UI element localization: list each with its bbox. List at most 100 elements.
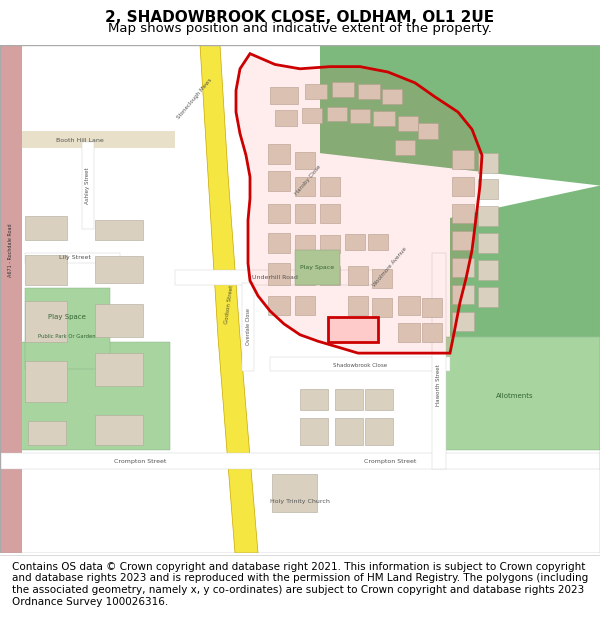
Bar [270,357,450,371]
Bar [452,150,474,169]
Text: A671 - Rochdale Road: A671 - Rochdale Road [8,224,14,278]
Polygon shape [450,186,600,337]
Bar [452,204,474,223]
Text: Underhill Road: Underhill Road [252,275,298,280]
Bar [395,140,415,155]
Bar [320,266,340,285]
Polygon shape [200,45,258,553]
Polygon shape [320,45,600,186]
Bar [422,323,442,342]
Bar [0,452,600,469]
Text: Play Space: Play Space [48,314,86,321]
Text: Holy Trinity Church: Holy Trinity Church [270,499,330,504]
Bar [478,287,498,307]
Bar [95,220,143,239]
Bar [25,361,67,402]
Text: Contains OS data © Crown copyright and database right 2021. This information is : Contains OS data © Crown copyright and d… [12,562,588,606]
Bar [478,179,498,199]
Bar [478,233,498,253]
Bar [25,301,67,343]
Bar [372,298,392,318]
Bar [452,285,474,304]
Text: Overdale Close: Overdale Close [245,308,251,344]
Bar [350,109,370,123]
Text: Shadowbrook Close: Shadowbrook Close [333,362,387,368]
Polygon shape [22,131,175,148]
Bar [295,177,315,196]
Bar [432,253,446,469]
Bar [300,389,328,411]
Bar [418,123,438,139]
Bar [95,304,143,337]
Polygon shape [445,337,600,451]
Bar [268,171,290,191]
Text: Godson Street: Godson Street [224,284,234,324]
Bar [95,256,143,283]
Bar [332,82,354,97]
Bar [320,204,340,223]
Bar [28,421,66,445]
Bar [295,296,315,315]
Bar [335,418,363,445]
Bar [348,296,368,315]
Text: Map shows position and indicative extent of the property.: Map shows position and indicative extent… [108,22,492,35]
Bar [452,258,474,278]
Text: Allotments: Allotments [496,393,534,399]
Bar [25,288,110,369]
Bar [295,266,315,285]
Bar [295,152,315,169]
Bar [335,389,363,411]
Bar [268,144,290,164]
Bar [368,234,388,251]
Bar [305,84,327,99]
Bar [268,204,290,223]
Bar [478,153,498,173]
Bar [422,298,442,318]
Bar [270,87,298,104]
Bar [272,474,317,512]
Bar [275,110,297,126]
Bar [478,260,498,279]
Polygon shape [328,318,378,342]
Bar [373,111,395,126]
Bar [398,323,420,342]
Text: Crompton Street: Crompton Street [114,459,166,464]
Bar [320,235,340,252]
Bar [382,89,402,104]
Bar [82,142,94,229]
Text: Public Park Or Garden: Public Park Or Garden [38,334,96,339]
Bar [452,312,474,331]
Text: Booth Hill Lane: Booth Hill Lane [56,138,104,142]
Bar [295,251,340,285]
Text: Stoneclough Mews: Stoneclough Mews [176,78,214,121]
Bar [295,204,315,223]
Polygon shape [0,342,170,451]
Bar [358,84,380,99]
Bar [95,415,143,445]
Bar [0,45,22,553]
Bar [327,107,347,121]
Bar [320,177,340,196]
Bar [398,296,420,315]
Bar [300,418,328,445]
Bar [398,116,418,131]
Bar [372,269,392,288]
Bar [242,283,254,371]
Bar [25,216,67,239]
Bar [95,353,143,386]
Bar [268,296,290,315]
Bar [452,231,474,251]
Bar [365,389,393,411]
Text: 2, SHADOWBROOK CLOSE, OLDHAM, OL1 2UE: 2, SHADOWBROOK CLOSE, OLDHAM, OL1 2UE [106,10,494,25]
Bar [365,418,393,445]
Bar [175,270,385,285]
Bar [25,255,67,285]
Bar [345,234,365,251]
Text: Play Space: Play Space [300,265,334,270]
Text: Lily Street: Lily Street [59,256,91,261]
Text: Ashley Street: Ashley Street [86,168,91,204]
Bar [268,233,290,253]
Text: Hansby Close: Hansby Close [294,164,322,196]
Bar [25,253,120,263]
Bar [478,206,498,226]
